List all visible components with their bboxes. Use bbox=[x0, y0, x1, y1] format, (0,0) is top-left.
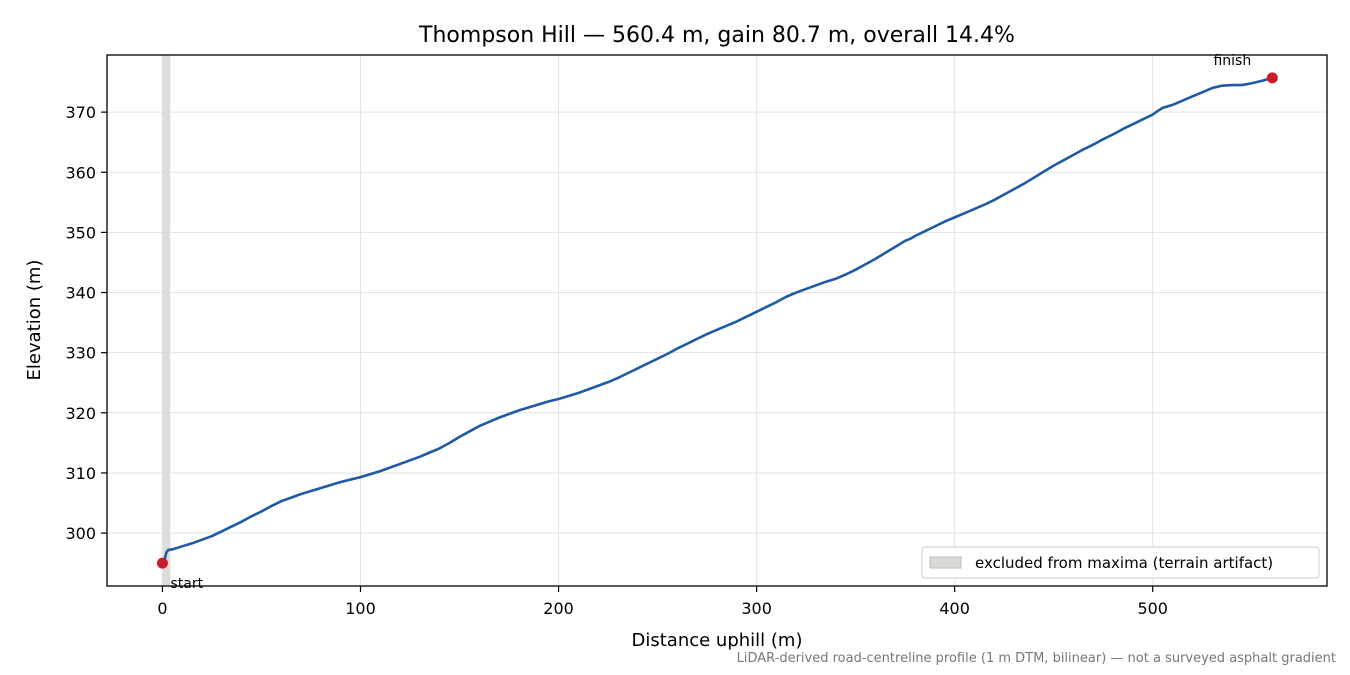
markers-layer: start finish bbox=[156, 53, 1278, 592]
plot-frame bbox=[106, 54, 1328, 587]
footnote: LiDAR-derived road-centreline profile (1… bbox=[736, 651, 1336, 666]
excluded-band-layer bbox=[162, 55, 171, 586]
y-axis-ticks: 300 310 320 330 340 350 360 370 bbox=[65, 103, 107, 543]
x-tick-label: 500 bbox=[1137, 599, 1168, 618]
chart-title: Thompson Hill — 560.4 m, gain 80.7 m, ov… bbox=[418, 23, 1015, 48]
excluded-band bbox=[162, 55, 171, 586]
legend-label: excluded from maxima (terrain artifact) bbox=[975, 554, 1273, 572]
y-tick-label: 370 bbox=[65, 103, 96, 122]
series-layer bbox=[161, 76, 1273, 564]
legend-box bbox=[921, 546, 1320, 579]
finish-label: finish bbox=[1213, 53, 1251, 69]
y-tick-label: 330 bbox=[65, 344, 96, 363]
x-axis-label: Distance uphill (m) bbox=[632, 630, 803, 651]
y-tick-label: 360 bbox=[65, 163, 96, 182]
start-marker bbox=[156, 557, 168, 569]
x-tick-label: 300 bbox=[741, 599, 772, 618]
y-tick-label: 310 bbox=[65, 464, 96, 483]
legend: excluded from maxima (terrain artifact) bbox=[921, 546, 1320, 579]
x-tick-label: 200 bbox=[543, 599, 574, 618]
y-tick-label: 340 bbox=[65, 284, 96, 303]
x-tick-label: 100 bbox=[345, 599, 376, 618]
y-tick-label: 320 bbox=[65, 404, 96, 423]
start-label: start bbox=[170, 576, 203, 592]
finish-marker bbox=[1266, 72, 1278, 84]
legend-swatch bbox=[929, 556, 962, 569]
y-tick-label: 350 bbox=[65, 223, 96, 242]
y-tick-label: 300 bbox=[65, 524, 96, 543]
y-axis-label: Elevation (m) bbox=[24, 260, 45, 381]
x-axis-ticks: 0 100 200 300 400 500 bbox=[157, 586, 1168, 618]
grid bbox=[107, 55, 1327, 586]
elevation-line bbox=[161, 76, 1273, 564]
x-tick-label: 400 bbox=[939, 599, 970, 618]
x-tick-label: 0 bbox=[157, 599, 167, 618]
